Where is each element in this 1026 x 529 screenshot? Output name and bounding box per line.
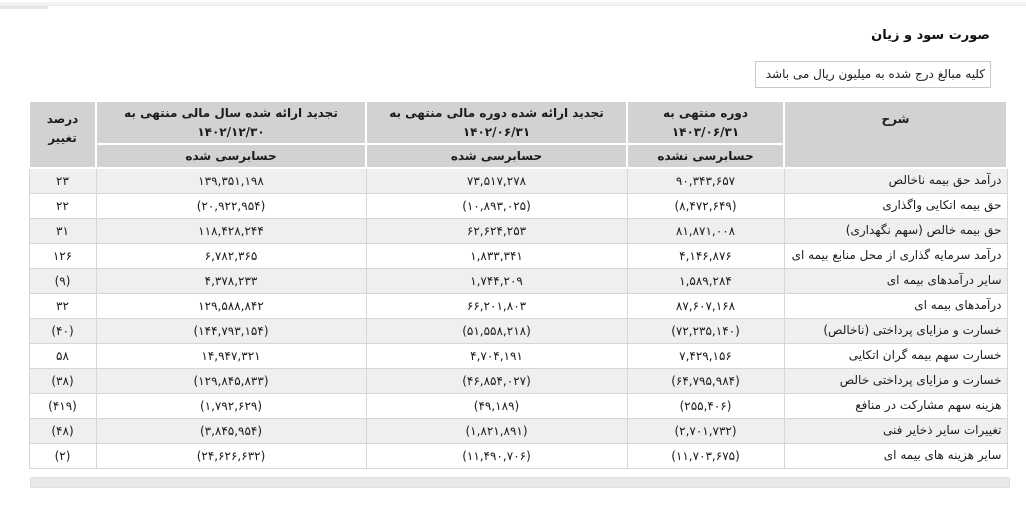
row-description: درآمدهای بیمه ای <box>783 292 1008 319</box>
table-row: تغییرات سایر ذخایر فنی (۲,۷۰۱,۷۳۲) (۱,۸۲… <box>28 417 1008 444</box>
value-current: ۱,۵۸۹,۲۸۴ <box>626 267 785 294</box>
value-percent-change: (۹) <box>28 267 97 294</box>
value-restated-period: ۷۳,۵۱۷,۲۷۸ <box>365 167 628 194</box>
value-current: (۱۱,۷۰۳,۶۷۵) <box>626 442 785 469</box>
table-row: حق بیمه اتکایی واگذاری (۸,۴۷۲,۶۴۹) (۱۰,۸… <box>28 192 1008 219</box>
table-row: هزینه سهم مشارکت در منافع (۲۵۵,۴۰۶) (۴۹,… <box>28 392 1008 419</box>
value-restated-year: ۱۴,۹۴۷,۳۲۱ <box>95 342 367 369</box>
col-header-restated-period-label: تجدید ارائه شده دوره مالی منتهی به <box>389 106 604 120</box>
value-percent-change: (۲) <box>28 442 97 469</box>
value-restated-period: (۵۱,۵۵۸,۲۱۸) <box>365 317 628 344</box>
table-row: حق بیمه خالص (سهم نگهداری) ۸۱,۸۷۱,۰۰۸ ۶۲… <box>28 217 1008 244</box>
value-current: ۴,۱۴۶,۸۷۶ <box>626 242 785 269</box>
value-restated-year: (۳,۸۴۵,۹۵۴) <box>95 417 367 444</box>
value-percent-change: ۲۲ <box>28 192 97 219</box>
table-row: خسارت و مزایای پرداختی خالص (۶۴,۷۹۵,۹۸۴)… <box>28 367 1008 394</box>
row-description: حق بیمه اتکایی واگذاری <box>783 192 1008 219</box>
row-description: حق بیمه خالص (سهم نگهداری) <box>783 217 1008 244</box>
table-row: درآمدهای بیمه ای ۸۷,۶۰۷,۱۶۸ ۶۶,۲۰۱,۸۰۳ ۱… <box>28 292 1008 319</box>
page-title: صورت سود و زیان <box>871 28 990 43</box>
row-description: سایر هزینه های بیمه ای <box>783 442 1008 469</box>
value-percent-change: ۳۱ <box>28 217 97 244</box>
row-description: تغییرات سایر ذخایر فنی <box>783 417 1008 444</box>
value-restated-year: (۲۴,۶۲۶,۶۳۲) <box>95 442 367 469</box>
value-restated-year: ۴,۳۷۸,۲۳۳ <box>95 267 367 294</box>
value-restated-year: (۱,۷۹۲,۶۲۹) <box>95 392 367 419</box>
value-current: ۹۰,۳۴۳,۶۵۷ <box>626 167 785 194</box>
table-row: سایر درآمدهای بیمه ای ۱,۵۸۹,۲۸۴ ۱,۷۴۴,۲۰… <box>28 267 1008 294</box>
value-restated-year: (۱۲۹,۸۴۵,۸۳۳) <box>95 367 367 394</box>
col-header-restated-year-date: ۱۴۰۲/۱۲/۳۰ <box>197 124 265 139</box>
value-current: (۶۴,۷۹۵,۹۸۴) <box>626 367 785 394</box>
value-percent-change: ۱۲۶ <box>28 242 97 269</box>
col-header-current-period-label: دوره منتهی به <box>662 106 749 120</box>
value-current: (۲۵۵,۴۰۶) <box>626 392 785 419</box>
table-row: خسارت و مزایای پرداختی (ناخالص) (۷۲,۲۳۵,… <box>28 317 1008 344</box>
value-restated-period: ۴,۷۰۴,۱۹۱ <box>365 342 628 369</box>
row-description: خسارت سهم بیمه گران اتکایی <box>783 342 1008 369</box>
value-restated-year: ۱۳۹,۳۵۱,۱۹۸ <box>95 167 367 194</box>
audit-status-restated-year: حسابرسی شده <box>95 143 367 170</box>
table-row: درآمد سرمایه گذاری از محل منابع بیمه ای … <box>28 242 1008 269</box>
header-row-audit-status: حسابرسی نشده حسابرسی شده حسابرسی شده <box>29 143 1007 170</box>
value-restated-period: (۱۰,۸۹۳,۰۲۵) <box>365 192 628 219</box>
row-description: هزینه سهم مشارکت در منافع <box>783 392 1008 419</box>
value-percent-change: (۴۰) <box>28 317 97 344</box>
table-row: خسارت سهم بیمه گران اتکایی ۷,۴۲۹,۱۵۶ ۴,۷… <box>28 342 1008 369</box>
table-row: سایر هزینه های بیمه ای (۱۱,۷۰۳,۶۷۵) (۱۱,… <box>28 442 1008 469</box>
col-header-percent-line1: درصد <box>46 112 79 126</box>
col-header-percent-change: درصد تغییر <box>28 99 97 170</box>
income-statement-table: شرح دوره منتهی به ۱۴۰۳/۰۶/۳۱ تجدید ارائه… <box>28 99 1008 469</box>
value-restated-year: (۲۰,۹۲۲,۹۵۴) <box>95 192 367 219</box>
row-description: سایر درآمدهای بیمه ای <box>783 267 1008 294</box>
top-scrollbar-track[interactable] <box>0 2 1026 6</box>
row-description: درآمد سرمایه گذاری از محل منابع بیمه ای <box>783 242 1008 269</box>
value-restated-year: ۶,۷۸۲,۳۶۵ <box>95 242 367 269</box>
value-current: ۸۷,۶۰۷,۱۶۸ <box>626 292 785 319</box>
value-restated-period: ۱,۷۴۴,۲۰۹ <box>365 267 628 294</box>
value-restated-year: ۱۱۸,۴۲۸,۲۴۴ <box>95 217 367 244</box>
header-row-dates: شرح دوره منتهی به ۱۴۰۳/۰۶/۳۱ تجدید ارائه… <box>28 99 1008 170</box>
value-restated-period: ۱,۸۳۳,۳۴۱ <box>365 242 628 269</box>
value-restated-period: ۶۲,۶۲۴,۲۵۳ <box>365 217 628 244</box>
row-description: درآمد حق بیمه ناخالص <box>783 167 1008 194</box>
value-percent-change: ۳۲ <box>28 292 97 319</box>
value-restated-period: (۱,۸۲۱,۸۹۱) <box>365 417 628 444</box>
col-header-percent-line2: تغییر <box>48 130 77 145</box>
value-percent-change: ۲۳ <box>28 167 97 194</box>
col-header-description: شرح <box>783 99 1008 170</box>
col-header-restated-year: تجدید ارائه شده سال مالی منتهی به ۱۴۰۲/۱… <box>95 99 367 146</box>
value-restated-year: (۱۴۴,۷۹۳,۱۵۴) <box>95 317 367 344</box>
value-restated-period: ۶۶,۲۰۱,۸۰۳ <box>365 292 628 319</box>
row-description: خسارت و مزایای پرداختی خالص <box>783 367 1008 394</box>
col-header-current-period: دوره منتهی به ۱۴۰۳/۰۶/۳۱ <box>626 99 785 146</box>
value-current: (۸,۴۷۲,۶۴۹) <box>626 192 785 219</box>
audit-status-restated-period: حسابرسی شده <box>365 143 628 170</box>
horizontal-scrollbar[interactable] <box>30 477 1010 488</box>
value-percent-change: (۴۱۹) <box>28 392 97 419</box>
audit-status-current: حسابرسی نشده <box>626 143 785 170</box>
value-restated-period: (۴۶,۸۵۴,۰۲۷) <box>365 367 628 394</box>
amounts-unit-note: کلیه مبالغ درج شده به میلیون ریال می باش… <box>755 61 991 88</box>
col-header-current-period-date: ۱۴۰۳/۰۶/۳۱ <box>671 124 740 139</box>
value-current: ۸۱,۸۷۱,۰۰۸ <box>626 217 785 244</box>
col-header-restated-year-label: تجدید ارائه شده سال مالی منتهی به <box>124 106 338 120</box>
table-row: درآمد حق بیمه ناخالص ۹۰,۳۴۳,۶۵۷ ۷۳,۵۱۷,۲… <box>28 167 1008 194</box>
value-current: ۷,۴۲۹,۱۵۶ <box>626 342 785 369</box>
value-percent-change: (۳۸) <box>28 367 97 394</box>
row-description: خسارت و مزایای پرداختی (ناخالص) <box>783 317 1008 344</box>
value-current: (۷۲,۲۳۵,۱۴۰) <box>626 317 785 344</box>
value-percent-change: ۵۸ <box>28 342 97 369</box>
value-restated-year: ۱۲۹,۵۸۸,۸۴۲ <box>95 292 367 319</box>
top-scrollbar-thumb[interactable] <box>0 6 48 9</box>
value-restated-period: (۴۹,۱۸۹) <box>365 392 628 419</box>
value-restated-period: (۱۱,۴۹۰,۷۰۶) <box>365 442 628 469</box>
col-header-restated-period: تجدید ارائه شده دوره مالی منتهی به ۱۴۰۲/… <box>365 99 628 146</box>
col-header-restated-period-date: ۱۴۰۲/۰۶/۳۱ <box>462 124 531 139</box>
value-current: (۲,۷۰۱,۷۳۲) <box>626 417 785 444</box>
value-percent-change: (۴۸) <box>28 417 97 444</box>
